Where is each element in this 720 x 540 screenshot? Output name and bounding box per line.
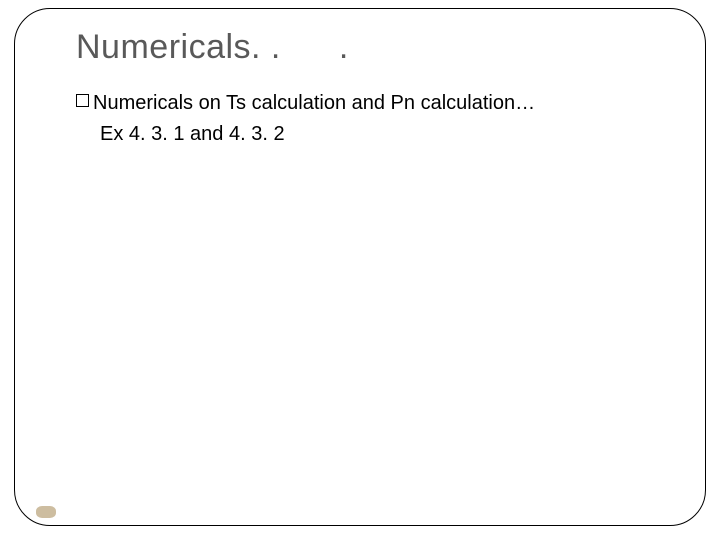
slide-frame bbox=[14, 8, 706, 526]
slide-title: Numericals. . . bbox=[76, 28, 349, 67]
slide: Numericals. . . Numericals on Ts calcula… bbox=[0, 0, 720, 540]
page-number-mark bbox=[36, 506, 56, 518]
slide-body: Numericals on Ts calculation and Pn calc… bbox=[76, 90, 660, 148]
title-text: Numericals. . bbox=[76, 28, 281, 66]
body-line-2: Ex 4. 3. 1 and 4. 3. 2 bbox=[100, 121, 660, 148]
title-trail: . bbox=[339, 28, 349, 67]
body-line-1: Numericals on Ts calculation and Pn calc… bbox=[93, 90, 535, 117]
bullet-item: Numericals on Ts calculation and Pn calc… bbox=[76, 90, 660, 117]
square-bullet-icon bbox=[76, 94, 89, 107]
